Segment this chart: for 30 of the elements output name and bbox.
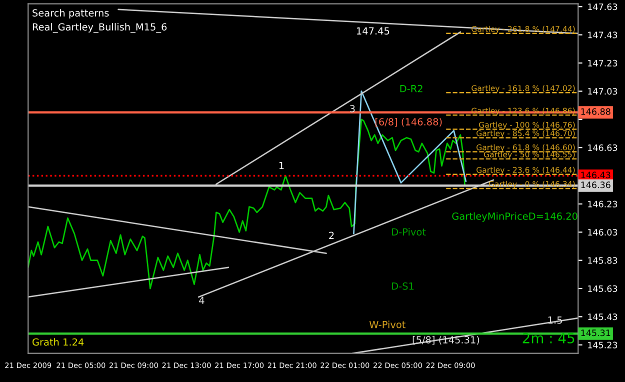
annotation: Grath 1.24 [32, 338, 84, 346]
annotation: Real_Gartley_Bullish_M15_6 [32, 23, 167, 33]
y-tick-label: 147.63 [588, 3, 618, 10]
y-tick-label: 145.43 [588, 314, 618, 320]
y-tick-label: 145.63 [588, 285, 618, 292]
annotation: D-Pivot [392, 228, 426, 236]
annotation: W-Pivot [369, 320, 406, 328]
annotation: 2m : 45 [522, 332, 574, 344]
y-tick-label: 147.03 [588, 88, 618, 95]
annotation: D-R2 [400, 84, 422, 92]
annotation: 147.45 [356, 27, 390, 35]
y-tick-label: 145.83 [588, 257, 618, 264]
y-tick-label: 147.43 [588, 32, 618, 38]
ref-line-label: 145.31 [581, 330, 610, 336]
ref-line-label: 146.36 [581, 182, 610, 188]
annotation: 4 [199, 296, 204, 304]
annotation: Search patterns [32, 9, 109, 18]
annotation: GartleyMinPriceD=146.20 [452, 212, 578, 222]
annotation: 3 [350, 104, 355, 112]
ref-line-label: 146.88 [581, 108, 610, 115]
annotation: [6/8] (146.88) [375, 118, 442, 127]
y-tick-label: 146.23 [588, 200, 618, 208]
y-tick-label: 145.23 [588, 342, 618, 348]
y-tick-label: 147.23 [588, 60, 618, 66]
annotation: D-S1 [392, 282, 414, 290]
annotation: 1 [279, 162, 284, 170]
annotation: 2 [329, 232, 334, 239]
ref-line-label: 146.43 [581, 172, 610, 178]
y-tick-label: 146.03 [588, 228, 618, 236]
y-tick-label: 146.63 [588, 144, 618, 152]
